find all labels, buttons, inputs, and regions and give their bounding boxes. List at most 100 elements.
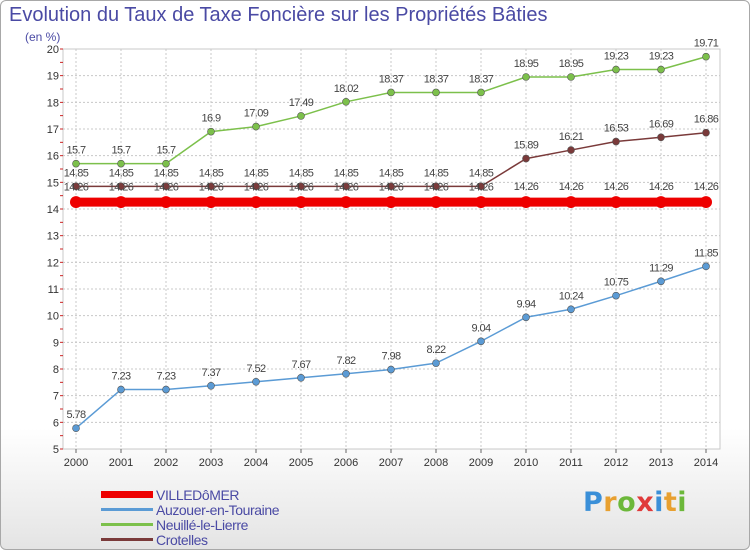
data-label: 7.23 [156, 371, 175, 383]
data-label: 18.02 [334, 83, 359, 95]
y-tick-label: 13 [47, 231, 59, 243]
legend-item-villedomer: VILLEDôMER [101, 487, 279, 503]
data-point [432, 359, 440, 367]
data-label: 14.26 [289, 181, 314, 193]
x-tick-label: 2011 [559, 457, 583, 469]
data-label: 16.21 [559, 131, 584, 143]
data-label: 14.26 [379, 181, 404, 193]
x-tick-label: 2001 [109, 457, 133, 469]
data-label: 18.37 [379, 73, 404, 85]
data-label: 14.85 [64, 167, 89, 179]
data-label: 14.26 [694, 181, 719, 193]
y-tick-label: 9 [53, 337, 59, 349]
data-point [162, 182, 170, 191]
y-tick-label: 20 [47, 44, 59, 56]
data-point [72, 424, 80, 433]
y-tick-label: 14 [47, 204, 59, 216]
data-point [207, 381, 215, 390]
data-label: 15.7 [66, 145, 85, 157]
data-label: 10.24 [559, 290, 584, 302]
logo-letter: P [583, 487, 604, 518]
data-label: 14.85 [109, 167, 134, 179]
data-label: 7.67 [291, 359, 310, 371]
data-point [115, 196, 127, 209]
data-label: 5.78 [66, 409, 85, 421]
data-label: 14.85 [424, 167, 449, 179]
logo-letter: r [603, 487, 618, 518]
data-label: 19.71 [694, 38, 719, 50]
data-label: 9.04 [471, 322, 490, 334]
x-tick-label: 2010 [514, 457, 538, 469]
logo-letter: x [636, 487, 655, 518]
data-label: 14.26 [199, 181, 224, 193]
logo-letter: t [663, 487, 678, 518]
x-tick-label: 2004 [244, 457, 268, 469]
x-tick-label: 2014 [694, 457, 718, 469]
data-label: 7.23 [111, 371, 130, 383]
logo-letter: i [677, 487, 688, 518]
chart-title: Evolution du Taux de Taxe Foncière sur l… [9, 4, 548, 26]
data-point [72, 159, 80, 168]
data-point [252, 122, 260, 131]
data-point [522, 313, 530, 322]
legend-item-crotelles: Crotelles [101, 532, 279, 548]
data-point [567, 73, 575, 81]
data-point [252, 377, 260, 386]
data-label: 18.95 [559, 58, 584, 70]
y-tick-label: 7 [53, 391, 59, 403]
data-label: 16.69 [649, 118, 674, 130]
data-point [205, 196, 217, 209]
x-tick-label: 2002 [154, 457, 178, 469]
proxiti-logo: Proxiti [583, 487, 687, 518]
data-label: 14.85 [199, 167, 224, 179]
data-label: 14.85 [154, 167, 179, 179]
data-point [342, 98, 350, 106]
y-tick-label: 18 [47, 97, 59, 109]
data-label: 11.85 [694, 247, 718, 259]
data-point [387, 365, 395, 374]
y-tick-label: 6 [53, 417, 59, 429]
data-point [160, 196, 172, 209]
data-point [297, 373, 305, 382]
legend-label: Neuillé-le-Lierre [156, 516, 249, 533]
data-point [702, 262, 710, 271]
data-point [162, 385, 170, 394]
y-tick-label: 11 [48, 284, 59, 296]
legend-swatch [101, 538, 153, 541]
x-tick-label: 2000 [64, 457, 88, 469]
data-label: 16.9 [201, 113, 220, 125]
data-point [207, 127, 215, 136]
x-tick-label: 2013 [649, 457, 673, 469]
data-point [340, 196, 352, 209]
data-label: 16.53 [604, 123, 629, 135]
data-label: 17.09 [244, 108, 269, 120]
legend-swatch [101, 491, 153, 498]
data-point [612, 137, 620, 146]
legend-item-auzouer: Auzouer-en-Touraine [101, 502, 280, 518]
data-point [72, 182, 80, 191]
chart-subtitle: (en %) [25, 30, 61, 44]
x-tick-label: 2008 [424, 457, 448, 469]
data-label: 14.85 [289, 167, 314, 179]
data-label: 14.26 [109, 181, 134, 193]
data-point [162, 159, 170, 168]
data-point [655, 196, 667, 209]
data-label: 18.37 [424, 73, 449, 85]
data-point [250, 196, 262, 209]
data-point [295, 196, 307, 209]
data-label: 15.89 [514, 140, 539, 152]
data-point [117, 159, 125, 168]
data-point [477, 182, 485, 191]
data-point [657, 65, 665, 74]
data-label: 18.37 [469, 73, 494, 85]
data-point [342, 369, 350, 378]
data-label: 14.26 [424, 181, 449, 193]
data-label: 14.26 [334, 181, 359, 193]
data-point [297, 182, 305, 191]
logo-letter: i [654, 487, 664, 518]
data-point [432, 182, 440, 191]
data-label: 14.85 [469, 167, 494, 179]
data-label: 14.26 [154, 181, 179, 193]
